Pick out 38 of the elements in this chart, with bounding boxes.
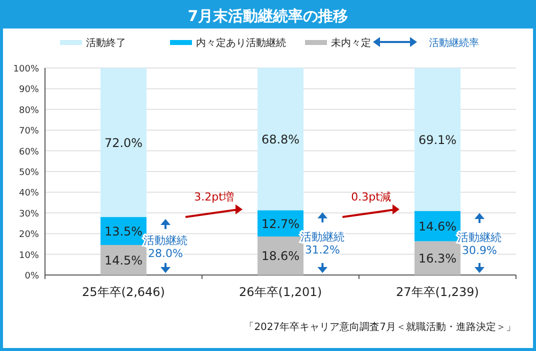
legend-label: 内々定あり活動継続 <box>196 37 286 49</box>
data-label: 18.6% <box>261 249 300 264</box>
annotation: 活動継続 31.2% <box>300 230 344 257</box>
x-tick-label: 25年卒(2,646) <box>82 285 165 299</box>
y-tick-label: 40% <box>18 188 40 199</box>
data-label: 69.1% <box>418 133 457 148</box>
annotation: 0.3pt減 <box>351 190 391 204</box>
data-label: 12.7% <box>261 216 300 231</box>
data-label: 68.8% <box>261 132 300 146</box>
y-tick-label: 100% <box>13 64 40 74</box>
y-tick-label: 60% <box>18 147 40 158</box>
data-label: 14.6% <box>418 220 457 234</box>
data-label: 72.0% <box>104 136 143 150</box>
y-tick-label: 20% <box>18 230 40 240</box>
y-tick-label: 30% <box>18 209 40 220</box>
data-label: 14.5% <box>104 253 143 268</box>
y-tick-label: 80% <box>18 106 40 116</box>
bar <box>414 68 460 212</box>
y-tick-label: 10% <box>18 250 40 261</box>
y-tick-label: 0% <box>24 272 40 282</box>
y-tick-label: 90% <box>18 85 40 96</box>
chart-title: 7月末活動継続率の推移 <box>188 7 348 25</box>
x-tick-label: 27年卒(1,239) <box>396 285 479 299</box>
legend-item: 活動終了 <box>60 38 126 49</box>
annotation: 3.2pt増 <box>194 190 234 204</box>
text: 活動継続率 <box>429 37 479 49</box>
y-tick-label: 50% <box>18 168 40 178</box>
x-tick-label: 26年卒(1,201) <box>239 285 322 299</box>
text: 「2027年卒キャリア意向調査7月＜就職活動・進路決定＞」 <box>244 321 516 333</box>
data-label: 13.5% <box>104 224 143 239</box>
bar <box>100 68 146 218</box>
legend-item: 内々定あり活動継続 <box>170 38 286 49</box>
bar <box>258 68 304 210</box>
legend-item: 未内々定 <box>305 38 371 49</box>
y-tick-label: 70% <box>18 126 40 137</box>
legend-label: 未内々定 <box>331 37 371 49</box>
data-label: 16.3% <box>418 252 457 266</box>
legend-label: 活動終了 <box>86 37 126 49</box>
